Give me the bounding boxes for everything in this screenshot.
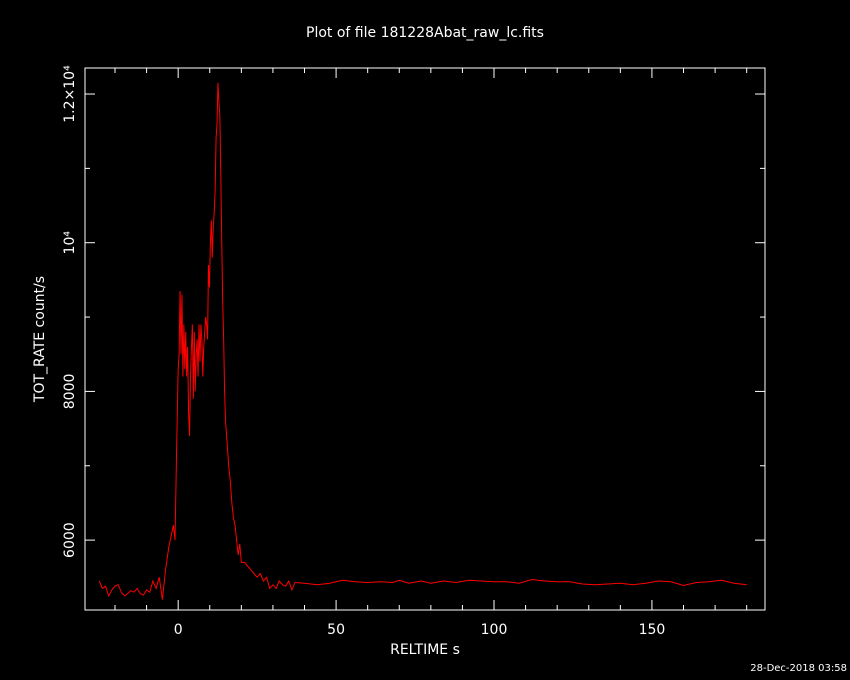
y-tick-label: 10⁴ [62, 231, 78, 255]
light-curve [98, 82, 747, 600]
y-tick-label: 1.2×10⁴ [62, 65, 78, 123]
x-tick-label: 0 [174, 622, 183, 638]
plot-frame [84, 67, 766, 611]
x-tick-label: 100 [481, 622, 508, 638]
y-axis-label: TOT_RATE count/s [32, 276, 48, 403]
timestamp: 28-Dec-2018 03:58 [750, 663, 847, 674]
x-axis-label: RELTIME s [390, 642, 460, 658]
chart-title: Plot of file 181228Abat_raw_lc.fits [306, 25, 544, 41]
y-tick-label: 6000 [62, 522, 78, 558]
x-tick-label: 150 [639, 622, 666, 638]
y-tick-label: 8000 [62, 374, 78, 410]
x-tick-label: 50 [327, 622, 345, 638]
